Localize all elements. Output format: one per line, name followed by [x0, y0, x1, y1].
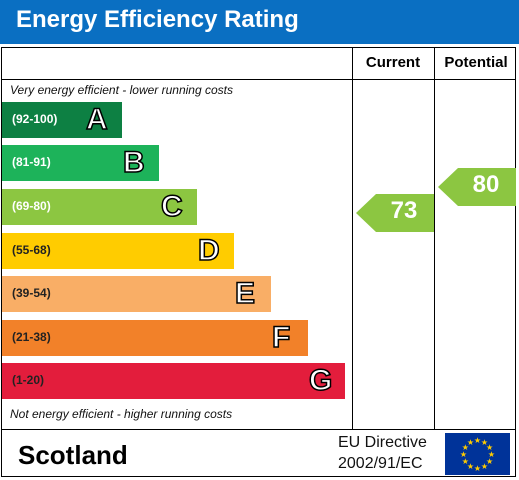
column-header-current: Current — [365, 54, 421, 71]
divider — [1, 429, 516, 430]
band-letter: D — [197, 233, 220, 268]
directive-line-1: EU Directive — [338, 434, 427, 451]
rating-table — [1, 47, 516, 477]
band-f: (21-38) F — [2, 320, 308, 356]
band-range: (81-91) — [12, 155, 51, 169]
band-letter: F — [271, 320, 291, 355]
band-range: (55-68) — [12, 243, 51, 257]
band-e: (39-54) E — [2, 276, 271, 312]
column-header-potential: Potential — [444, 54, 508, 71]
eu-flag-icon: ★ ★ ★ ★ ★ ★ ★ ★ ★ ★ ★ ★ — [445, 433, 510, 475]
divider — [434, 47, 435, 430]
band-d: (55-68) D — [2, 233, 234, 269]
star-icon: ★ — [481, 438, 488, 447]
directive-line-2: 2002/91/EC — [338, 455, 423, 472]
potential-rating-arrow: 80 — [438, 168, 516, 206]
divider — [1, 79, 516, 80]
band-a: (92-100) A — [2, 102, 122, 138]
header-bar: Energy Efficiency Rating — [0, 0, 519, 44]
potential-rating-value: 80 — [472, 171, 500, 198]
band-range: (39-54) — [12, 286, 51, 300]
band-letter: C — [160, 189, 183, 224]
star-icon: ★ — [486, 443, 493, 452]
eu-stars: ★ ★★★★★★★★★★★ — [460, 436, 495, 473]
star-icon: ★ — [467, 462, 474, 471]
star-icon: ★ — [462, 457, 469, 466]
band-letter: G — [308, 363, 333, 398]
current-rating-arrow: 73 — [356, 194, 434, 232]
arrow-shape — [356, 194, 434, 232]
band-g: (1-20) G — [2, 363, 345, 399]
band-c: (69-80) C — [2, 189, 197, 225]
region-label: Scotland — [18, 440, 128, 470]
band-range: (69-80) — [12, 199, 51, 213]
top-note: Very energy efficient - lower running co… — [10, 83, 233, 97]
star-icon: ★ — [488, 450, 495, 459]
star-icon: ★ — [467, 438, 474, 447]
star-icon: ★ — [460, 450, 467, 459]
band-letter: B — [122, 145, 145, 180]
divider — [352, 47, 353, 430]
star-icon: ★ — [474, 464, 481, 473]
star-icon: ★ — [462, 443, 469, 452]
band-b: (81-91) B — [2, 145, 159, 181]
page-title: Energy Efficiency Rating — [16, 6, 299, 33]
band-letter: A — [85, 102, 108, 137]
star-icon: ★ — [474, 436, 481, 445]
bottom-note: Not energy efficient - higher running co… — [10, 407, 233, 421]
band-range: (1-20) — [12, 373, 45, 387]
band-letter: E — [234, 276, 256, 311]
current-rating-value: 73 — [390, 197, 418, 224]
band-range: (21-38) — [12, 330, 51, 344]
arrow-shape — [438, 168, 516, 206]
star-icon: ★ — [481, 462, 488, 471]
band-range: (92-100) — [12, 112, 58, 126]
star-icon: ★ — [486, 457, 493, 466]
